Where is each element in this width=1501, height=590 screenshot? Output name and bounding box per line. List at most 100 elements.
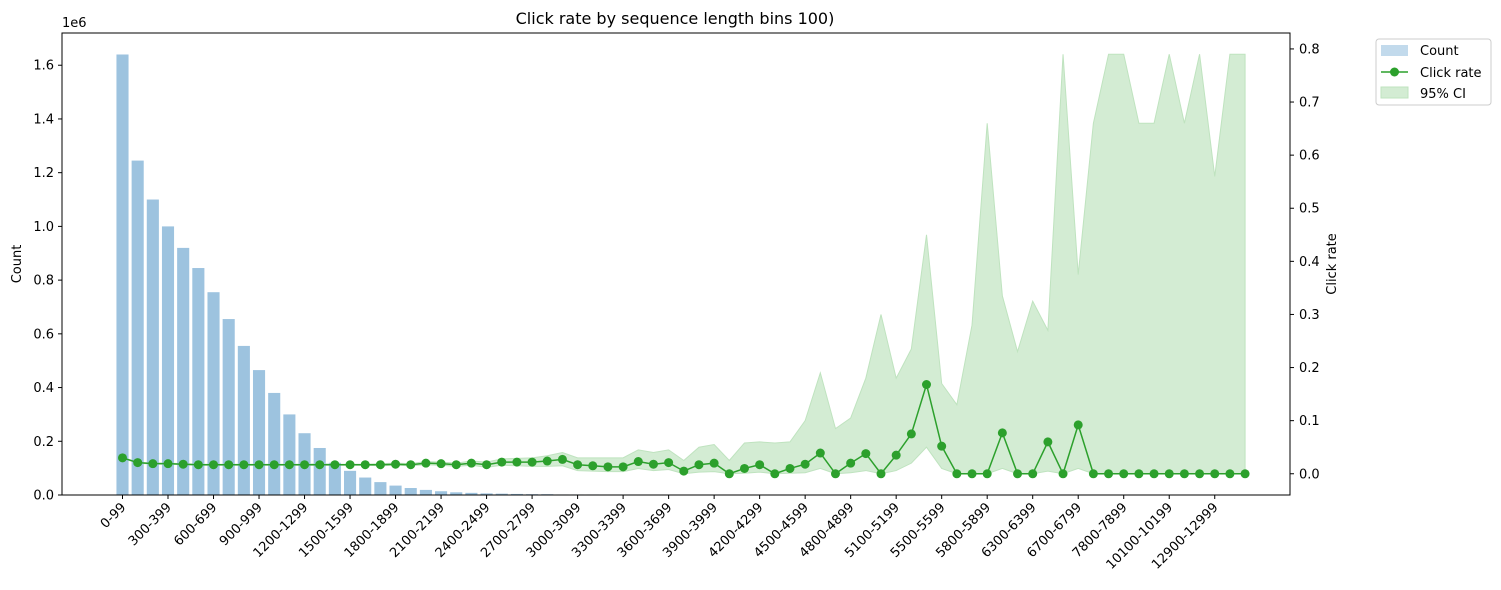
count-bar: [389, 485, 402, 495]
click-rate-point: [178, 459, 188, 469]
click-rate-point: [284, 460, 294, 470]
click-rate-point: [1088, 469, 1098, 479]
count-bar: [268, 392, 281, 495]
right-axis-tick-label: 0.3: [1299, 308, 1320, 323]
click-rate-point: [451, 460, 461, 470]
click-rate-point: [633, 457, 643, 467]
legend-click-rate-marker: [1390, 67, 1399, 77]
chart-title: Click rate by sequence length bins 100): [516, 9, 835, 28]
click-rate-point: [1043, 437, 1053, 447]
click-rate-point: [148, 459, 158, 469]
click-rate-point: [1164, 469, 1174, 479]
click-rate-point: [406, 460, 416, 470]
click-rate-point: [952, 469, 962, 479]
click-rate-point: [224, 460, 234, 470]
click-rate-point: [360, 460, 370, 470]
left-axis-tick-label: 1.0: [33, 220, 54, 235]
click-rate-point: [1179, 469, 1189, 479]
click-rate-point: [391, 459, 401, 469]
count-bar: [146, 199, 159, 495]
count-bar: [495, 493, 508, 495]
right-y-axis: 0.0 0.1 0.2 0.3 0.4 0.5 0.6 0.7 0.8: [1290, 42, 1320, 482]
count-bar: [419, 489, 432, 495]
click-rate-point: [482, 460, 492, 470]
legend: Count Click rate 95% CI: [1375, 38, 1492, 106]
right-axis-tick-label: 0.5: [1299, 202, 1320, 217]
click-rate-point: [724, 469, 734, 479]
click-rate-point: [1240, 469, 1250, 479]
legend-ci-swatch: [1380, 86, 1409, 99]
click-rate-point: [1073, 420, 1083, 430]
right-axis-tick-label: 0.0: [1299, 467, 1320, 482]
left-axis-tick-label: 0.4: [33, 381, 54, 396]
click-rate-point: [982, 469, 992, 479]
count-bar: [116, 54, 129, 496]
x-axis-tick-label: 0-99: [98, 500, 129, 531]
click-rate-point: [876, 469, 886, 479]
click-rate-point: [997, 428, 1007, 438]
click-rate-point: [588, 461, 598, 471]
click-rate-point: [906, 429, 916, 439]
click-rate-point: [815, 448, 825, 458]
count-bar: [207, 292, 220, 495]
left-axis-tick-label: 1.2: [33, 166, 54, 181]
left-axis-tick-label: 0.6: [33, 327, 54, 342]
click-rate-point: [648, 459, 658, 469]
left-axis-tick-label: 0.0: [33, 489, 54, 504]
right-axis-tick-label: 0.2: [1299, 361, 1320, 376]
click-rate-point: [1013, 469, 1023, 479]
click-rate-point: [922, 380, 932, 390]
click-rate-point: [497, 457, 507, 467]
click-rate-point: [1028, 469, 1038, 479]
left-axis-tick-label: 1.4: [33, 112, 54, 127]
click-rate-point: [269, 460, 279, 470]
click-rate-point: [1225, 469, 1235, 479]
click-rate-point: [330, 460, 340, 470]
x-axis-tick-label: 300-399: [126, 500, 175, 549]
right-axis-tick-label: 0.6: [1299, 149, 1320, 164]
left-axis-title: Count: [10, 245, 25, 284]
click-rate-line-layer: [118, 380, 1250, 479]
count-bar: [161, 226, 175, 495]
count-bar: [344, 470, 357, 495]
click-rate-point: [1195, 469, 1205, 479]
count-bar: [435, 491, 448, 495]
click-rate-point: [967, 469, 977, 479]
click-rate-point: [209, 460, 219, 470]
legend-ci-label: 95% CI: [1420, 87, 1466, 102]
click-rate-point: [830, 469, 840, 479]
left-axis-tick-label: 1.6: [33, 59, 54, 74]
left-axis-scale-label: 1e6: [62, 16, 87, 31]
click-rate-point: [891, 450, 901, 460]
click-rate-point: [1058, 469, 1068, 479]
legend-click-rate-label: Click rate: [1420, 66, 1482, 81]
legend-count-label: Count: [1420, 44, 1459, 59]
click-rate-point: [512, 457, 522, 467]
ci-band: [122, 53, 1246, 475]
ci-band-layer: [122, 53, 1246, 475]
click-rate-point: [739, 463, 749, 473]
count-bars-layer: [116, 54, 1252, 496]
count-bar: [283, 414, 296, 495]
click-rate-point: [436, 459, 446, 469]
click-rate-point: [770, 469, 780, 479]
legend-count-swatch: [1381, 45, 1408, 56]
count-bar: [359, 477, 372, 495]
click-rate-point: [300, 460, 310, 470]
count-bar: [450, 492, 463, 495]
click-rate-point: [557, 454, 567, 464]
x-axis: 0-99300-399600-699900-9991200-12991500-1…: [98, 495, 1222, 573]
click-rate-point: [937, 441, 947, 451]
click-rate-point: [527, 457, 537, 467]
click-rate-point: [755, 460, 765, 470]
x-axis-tick-label: 600-699: [171, 500, 220, 549]
click-rate-point: [542, 456, 552, 466]
count-bar: [465, 492, 478, 495]
left-axis-tick-label: 0.8: [33, 274, 54, 289]
right-axis-title: Click rate: [1325, 233, 1340, 295]
click-rate-point: [709, 458, 719, 468]
click-rate-point: [239, 460, 249, 470]
click-rate-point: [375, 460, 385, 470]
right-axis-tick-label: 0.1: [1299, 414, 1320, 429]
